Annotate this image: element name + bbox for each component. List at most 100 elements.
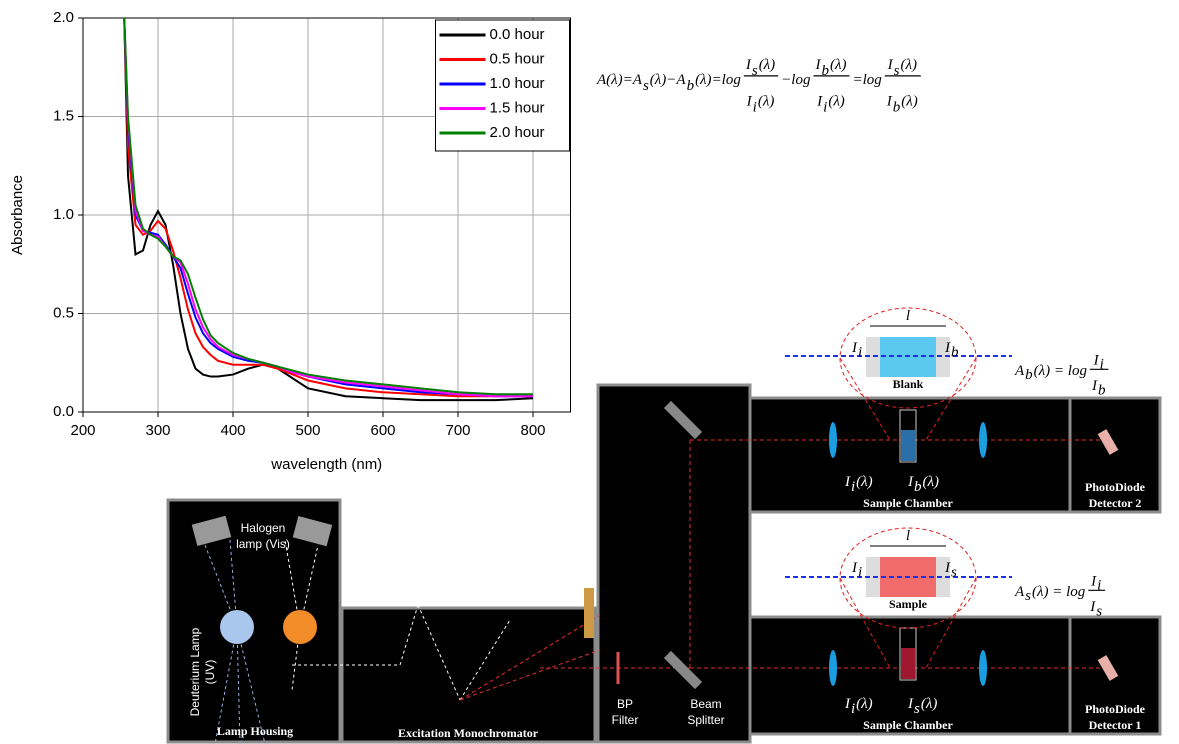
eq-text: I bbox=[907, 474, 914, 490]
eq-subscript: b bbox=[1025, 367, 1033, 383]
y-tick-label: 0.0 bbox=[53, 403, 74, 420]
detector-label: PhotoDiode bbox=[1085, 702, 1146, 716]
eq-text: I bbox=[1089, 599, 1096, 615]
eq-subscript: s bbox=[894, 63, 900, 79]
eq-text: (λ) bbox=[900, 57, 917, 73]
x-tick-label: 500 bbox=[295, 422, 320, 439]
y-axis-label: Absorbance bbox=[9, 175, 26, 255]
eq-subscript: s bbox=[951, 564, 957, 580]
deuterium-label: (UV) bbox=[203, 660, 217, 685]
eq-text: I bbox=[814, 57, 821, 73]
eq-subscript: i bbox=[858, 344, 862, 360]
eq-text: (λ) bbox=[759, 57, 776, 73]
cuvette-liquid bbox=[901, 430, 915, 461]
monochromator-box bbox=[342, 608, 595, 742]
eq-subscript: i bbox=[1097, 578, 1101, 594]
bp-filter-label: Filter bbox=[612, 713, 639, 727]
eq-text: (λ) = log bbox=[1034, 363, 1088, 379]
eq-subscript: s bbox=[914, 701, 920, 717]
eq-text: (λ) bbox=[828, 94, 845, 110]
eq-text: (λ)=log bbox=[695, 72, 741, 88]
x-tick-label: 400 bbox=[220, 422, 245, 439]
beam-splitter-label: Splitter bbox=[687, 713, 724, 727]
monochromator-label: Excitation Monochromator bbox=[398, 726, 539, 740]
x-tick-label: 200 bbox=[70, 422, 95, 439]
eq-text: (λ) = log bbox=[1032, 584, 1086, 600]
eq-text: A bbox=[1014, 584, 1025, 600]
eq-text: (λ) bbox=[758, 94, 775, 110]
legend-label: 2.0 hour bbox=[490, 124, 545, 141]
x-tick-label: 600 bbox=[370, 422, 395, 439]
diagram: Halogen lamp (Vis) Deuterium Lamp (UV) L… bbox=[168, 308, 1160, 744]
eq-text: A(λ)=A bbox=[596, 72, 643, 88]
halogen-label: lamp (Vis) bbox=[236, 537, 290, 551]
splitter-box bbox=[598, 385, 750, 742]
eq-text: I bbox=[886, 94, 893, 110]
eq-text: (λ)−A bbox=[650, 72, 687, 88]
deuterium-label: Deuterium Lamp bbox=[188, 627, 202, 716]
eq-subscript: b bbox=[1098, 382, 1106, 398]
length-label: l bbox=[906, 308, 910, 324]
eq-text: I bbox=[844, 474, 851, 490]
blank-label: Blank bbox=[893, 377, 924, 391]
eq-subscript: b bbox=[914, 479, 922, 495]
eq-text: I bbox=[887, 57, 894, 73]
eq-text: (λ) bbox=[856, 474, 873, 490]
beam-splitter-label: Beam bbox=[690, 697, 721, 711]
lamp-housing-label: Lamp Housing bbox=[217, 724, 293, 738]
detector-label: Detector 2 bbox=[1089, 496, 1142, 510]
eq-subscript: i bbox=[851, 479, 855, 495]
legend-label: 1.0 hour bbox=[490, 75, 545, 92]
eq-text: (λ) bbox=[856, 696, 873, 712]
eq-text: I bbox=[1090, 574, 1097, 590]
halogen-label: Halogen bbox=[241, 521, 286, 535]
y-tick-label: 1.0 bbox=[53, 206, 74, 223]
halogen-lamp bbox=[283, 610, 317, 644]
eq-subscript: s bbox=[1025, 588, 1031, 604]
eq-text: A bbox=[1014, 363, 1025, 379]
eq-subscript: i bbox=[753, 100, 757, 116]
lens bbox=[829, 650, 837, 686]
chamber-label: Sample Chamber bbox=[863, 718, 953, 732]
eq-subscript: i bbox=[823, 100, 827, 116]
eq-subscript: s bbox=[752, 63, 758, 79]
eq-text: I bbox=[851, 340, 858, 356]
eq-text: I bbox=[944, 560, 951, 576]
grating-spectrum bbox=[584, 588, 594, 638]
detector-label: Detector 1 bbox=[1089, 718, 1142, 732]
figure: Halogen lamp (Vis) Deuterium Lamp (UV) L… bbox=[0, 0, 1179, 744]
eq-text: I bbox=[844, 696, 851, 712]
x-tick-label: 800 bbox=[520, 422, 545, 439]
x-axis-label: wavelength (nm) bbox=[270, 456, 382, 473]
eq-text: −log bbox=[781, 72, 811, 88]
eq-text: I bbox=[746, 94, 753, 110]
eq-subscript: s bbox=[1096, 603, 1102, 619]
eq-subscript: b bbox=[687, 78, 695, 94]
lens bbox=[979, 422, 987, 458]
bp-filter-label: BP bbox=[617, 697, 633, 711]
legend-label: 0.5 hour bbox=[490, 50, 545, 67]
lens bbox=[829, 422, 837, 458]
eq-subscript: i bbox=[1100, 357, 1104, 373]
eq-text: I bbox=[944, 340, 951, 356]
eq-text: I bbox=[1091, 378, 1098, 394]
eq-subscript: i bbox=[851, 701, 855, 717]
eq-text: (λ) bbox=[830, 57, 847, 73]
lens bbox=[979, 650, 987, 686]
eq-text: I bbox=[745, 57, 752, 73]
eq-subscript: b bbox=[951, 344, 959, 360]
length-label: l bbox=[906, 528, 910, 544]
legend-label: 0.0 hour bbox=[490, 26, 545, 43]
eq-text: (λ) bbox=[923, 474, 940, 490]
y-tick-label: 2.0 bbox=[53, 9, 74, 26]
eq-text: I bbox=[851, 560, 858, 576]
sample-label: Sample bbox=[889, 597, 928, 611]
